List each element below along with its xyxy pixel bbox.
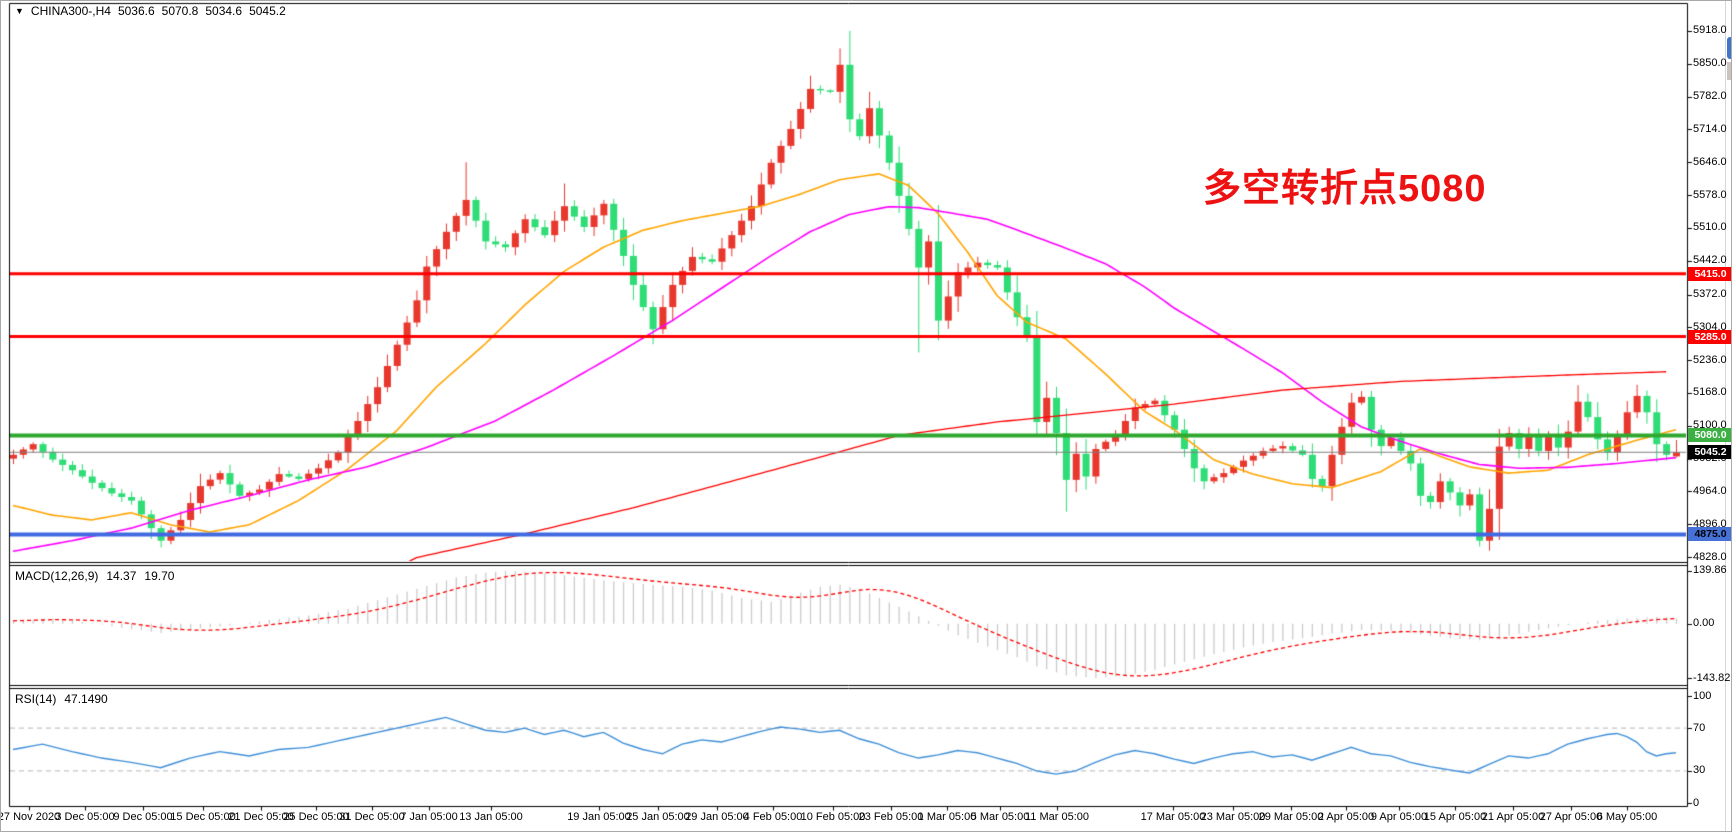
close-value: 5045.2 xyxy=(249,4,286,18)
time-axis-label: 7 Jan 05:00 xyxy=(400,811,458,823)
time-axis-label: 27 Apr 05:00 xyxy=(1539,811,1603,823)
price-axis-label: 5236.0 xyxy=(1693,353,1727,366)
price-axis-label: 4964.0 xyxy=(1693,484,1727,497)
price-axis-label: 5372.0 xyxy=(1693,288,1727,301)
time-axis-label: 23 Mar 05:00 xyxy=(1200,811,1266,823)
price-axis-label: 5714.0 xyxy=(1693,122,1727,135)
time-axis-label: 1 Mar 05:00 xyxy=(917,811,977,823)
pivot-annotation-text: 多空转折点5080 xyxy=(1203,168,1487,210)
price-level-tag: 5285.0 xyxy=(1688,329,1731,344)
macd-value: 14.37 xyxy=(106,569,137,583)
price-level-tag: 5045.2 xyxy=(1688,445,1731,460)
rsi-indicator-label: RSI(14) 47.1490 xyxy=(15,692,108,706)
time-axis-label: 27 Nov 2020 xyxy=(0,811,61,823)
scrollbar-button-fragment[interactable] xyxy=(1727,62,1731,80)
symbol-period-label: CHINA300-,H4 xyxy=(30,4,111,18)
price-axis-label: 5850.0 xyxy=(1693,57,1727,70)
time-axis-label: 17 Mar 05:00 xyxy=(1140,811,1206,823)
time-axis-label: 23 Feb 05:00 xyxy=(858,811,924,823)
symbol-ohlc-row: ▼ CHINA300-,H4 5036.6 5070.8 5034.6 5045… xyxy=(15,4,286,18)
time-axis-label: 31 Dec 05:00 xyxy=(339,811,405,823)
time-axis-label: 21 Dec 05:00 xyxy=(228,811,294,823)
price-level-tag: 5080.0 xyxy=(1688,428,1731,443)
price-axis-label: 4896.0 xyxy=(1693,517,1727,530)
time-axis-label: 10 Feb 05:00 xyxy=(800,811,866,823)
symbol-dropdown-icon[interactable]: ▼ xyxy=(15,6,24,16)
price-axis-label: 5100.0 xyxy=(1693,419,1727,432)
time-axis-label: 9 Dec 05:00 xyxy=(113,811,173,823)
rsi-name: RSI(14) xyxy=(15,692,57,706)
price-level-tag: 5415.0 xyxy=(1688,266,1731,281)
rsi-value: 47.1490 xyxy=(64,692,108,706)
price-axis-label: 5168.0 xyxy=(1693,386,1727,399)
price-level-tag: 4875.0 xyxy=(1688,527,1731,542)
time-axis-label: 3 Dec 05:00 xyxy=(55,811,115,823)
price-axis-label: 5782.0 xyxy=(1693,90,1727,103)
price-axis-label: 5442.0 xyxy=(1693,254,1727,267)
time-axis-label: 11 Mar 05:00 xyxy=(1024,811,1089,823)
time-axis-label: 15 Dec 05:00 xyxy=(170,811,236,823)
time-axis-label: 29 Mar 05:00 xyxy=(1258,811,1324,823)
time-axis-label: 15 Apr 05:00 xyxy=(1423,811,1487,823)
price-axis-label: 4828.0 xyxy=(1693,550,1727,563)
price-axis-label: 5646.0 xyxy=(1693,155,1727,168)
rsi-axis-label: 30 xyxy=(1693,764,1706,777)
time-axis-label: 4 Feb 05:00 xyxy=(743,811,803,823)
price-axis-label: 5510.0 xyxy=(1693,221,1727,234)
macd-axis-label: 139.86 xyxy=(1693,564,1727,577)
time-axis-label: 25 Dec 05:00 xyxy=(283,811,349,823)
price-axis-label: 5578.0 xyxy=(1693,188,1727,201)
time-axis-label: 9 Apr 05:00 xyxy=(1370,811,1428,823)
low-value: 5034.6 xyxy=(205,4,243,18)
time-axis-label: 19 Jan 05:00 xyxy=(567,811,631,823)
macd-signal-value: 19.70 xyxy=(144,569,175,583)
price-axis-label: 5918.0 xyxy=(1693,24,1727,37)
time-axis-label: 2 Apr 05:00 xyxy=(1317,811,1375,823)
rsi-axis-label: 100 xyxy=(1693,689,1712,702)
macd-indicator-label: MACD(12,26,9) 14.37 19.70 xyxy=(15,569,174,583)
macd-axis-label: 0.00 xyxy=(1693,617,1715,630)
open-value: 5036.6 xyxy=(117,4,155,18)
window-edge-divider xyxy=(1725,1,1726,831)
macd-axis-label: -143.82 xyxy=(1693,671,1731,684)
rsi-axis-label: 0 xyxy=(1693,796,1700,809)
time-axis-label: 21 Apr 05:00 xyxy=(1481,811,1545,823)
time-axis-label: 25 Jan 05:00 xyxy=(626,811,690,823)
time-axis-label: 29 Jan 05:00 xyxy=(685,811,749,823)
time-axis-label: 13 Jan 05:00 xyxy=(459,811,523,823)
macd-name: MACD(12,26,9) xyxy=(15,569,99,583)
time-axis-label: 6 May 05:00 xyxy=(1596,811,1658,823)
high-value: 5070.8 xyxy=(161,4,199,18)
time-axis-label: 5 Mar 05:00 xyxy=(970,811,1030,823)
scrollbar-thumb-fragment[interactable] xyxy=(1727,37,1731,59)
rsi-axis-label: 70 xyxy=(1693,721,1706,734)
